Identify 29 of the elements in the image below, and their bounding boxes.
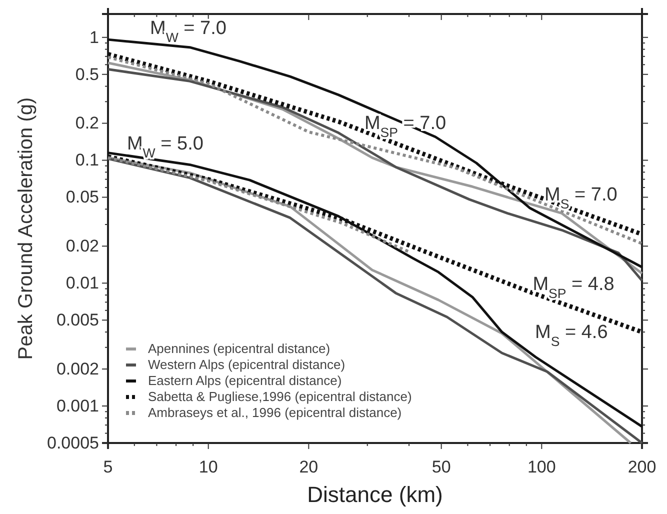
- x-tick-label: 5: [103, 457, 113, 476]
- y-tick-label: 0.5: [75, 64, 99, 84]
- y-tick-label: 0.0005: [47, 433, 99, 452]
- annotation: M$_{S}$ = 4.6: [535, 322, 608, 348]
- x-tick-label: 20: [299, 457, 318, 476]
- y-tick-label: 0.02: [66, 236, 99, 256]
- legend-label: Eastern Alps (epicentral distance): [148, 373, 342, 388]
- annotation: M$_{SP}$ = 4.8: [532, 274, 614, 300]
- y-tick-label: 0.005: [56, 310, 99, 330]
- y-tick-label: 0.1: [75, 150, 99, 170]
- x-tick-label: 200: [628, 457, 656, 476]
- legend-label: Western Alps (epicentral distance): [148, 357, 346, 372]
- y-tick-label: 0.002: [56, 359, 99, 378]
- y-axis-title: Peak Ground Acceleration (g): [15, 97, 37, 360]
- legend-label: Apennines (epicentral distance): [148, 341, 330, 356]
- annotation: M$_{W}$ = 7.0: [150, 18, 226, 44]
- y-tick-label: 0.01: [66, 274, 99, 293]
- y-tick-label: 0.001: [56, 396, 99, 416]
- x-tick-label: 50: [432, 457, 451, 476]
- x-tick-label: 100: [527, 457, 556, 476]
- y-tick-label: 0.05: [66, 188, 99, 207]
- x-tick-label: 10: [198, 457, 218, 476]
- annotation: M$_{W}$ = 5.0: [126, 134, 204, 160]
- y-tick-label: 0.2: [75, 114, 99, 133]
- x-axis-title: Distance (km): [307, 482, 443, 507]
- y-tick-label: 1: [90, 28, 99, 47]
- legend-label: Ambraseys et al., 1996 (epicentral distance): [148, 405, 402, 420]
- annotation: M$_{S}$ = 7.0: [544, 184, 618, 212]
- legend-label: Sabetta & Pugliese,1996 (epicentral distance): [148, 389, 412, 404]
